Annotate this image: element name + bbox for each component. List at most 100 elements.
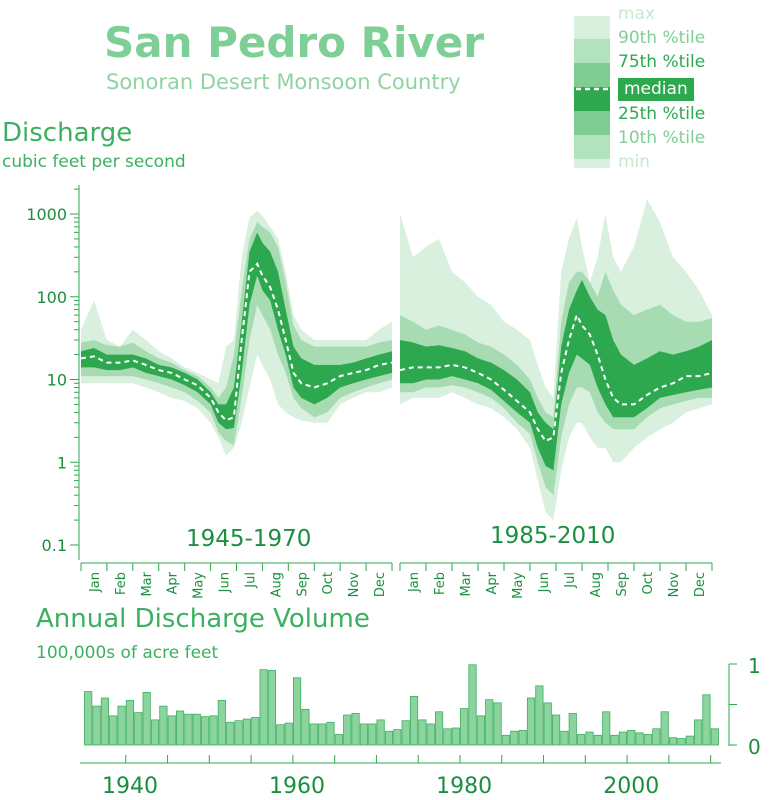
month-label-dec: Dec [693, 572, 708, 597]
volume-axes: 1940 1960 1980 2000 0 1 [80, 654, 761, 799]
volume-bar-1986 [510, 730, 519, 746]
legend-swatch-min [574, 159, 610, 168]
volume-bar-2005 [668, 737, 678, 746]
volume-bar-1964 [326, 721, 335, 746]
legend: max 90th %tile 75th %tile median 25th %t… [574, 4, 779, 172]
month-label-apr: Apr [166, 571, 181, 594]
volume-bar-1992 [560, 730, 569, 746]
volume-bar-1981 [468, 664, 477, 746]
volume-bar-1963 [318, 723, 327, 746]
month-axis: Jan Feb Mar Apr May Jun Jul Aug Sep Oct Nov Dec Jan F… [80, 562, 713, 599]
volume-bar-1971 [384, 730, 394, 746]
legend-label-p90: 90th %tile [618, 28, 706, 48]
month-label-apr: Apr [485, 571, 500, 594]
volume-bar-1949 [201, 716, 210, 746]
volume-bar-1995 [585, 731, 594, 746]
volume-bar-1993 [568, 713, 577, 746]
volume-bar-1968 [359, 723, 368, 746]
volume-bar-1935 [84, 691, 93, 746]
page-title: San Pedro River [104, 18, 484, 67]
volume-bar-1979 [451, 727, 460, 746]
volume-bar-1989 [535, 685, 544, 746]
discharge-title: Discharge [2, 118, 133, 148]
volume-bar-1939 [117, 705, 126, 746]
month-label-sep: Sep [615, 572, 630, 597]
volume-bar-1936 [92, 705, 101, 746]
volume-bar-1965 [334, 734, 343, 746]
volume-y-tick-label: 0 [748, 735, 761, 759]
volume-bar-1955 [251, 717, 260, 746]
volume-bar-1956 [259, 669, 268, 746]
volume-bar-1937 [100, 697, 109, 746]
month-label-jun: Jun [218, 572, 233, 593]
volume-bar-1973 [401, 720, 410, 746]
volume-ylabel: 100,000s of acre feet [36, 643, 219, 663]
discharge-y-tick-label: 10 [47, 371, 67, 390]
volume-bar-1991 [551, 714, 561, 746]
month-label-mar: Mar [459, 571, 474, 596]
volume-bar-1982 [476, 715, 485, 746]
legend-swatch-median [574, 87, 610, 111]
month-label-aug: Aug [269, 572, 284, 597]
volume-bar-1990 [543, 702, 552, 746]
volume-bar-1960 [292, 677, 302, 746]
volume-bar-1947 [184, 713, 193, 746]
volume-bar-1951 [217, 700, 226, 746]
median-line [399, 312, 713, 443]
month-label-jun: Jun [537, 572, 552, 593]
volume-x-tick-label: 1940 [102, 774, 158, 799]
volume-bar-1945 [167, 715, 176, 746]
volume-x-tick-label: 2000 [603, 774, 659, 799]
median-line [80, 262, 393, 422]
legend-median-label-bg [618, 78, 694, 101]
volume-bar-1967 [351, 713, 360, 746]
month-label-sep: Sep [295, 572, 310, 597]
legend-label-median: median [624, 79, 688, 99]
volume-bar-1938 [109, 715, 118, 746]
band-p75-p25 [400, 279, 712, 471]
volume-bar-1972 [393, 729, 402, 746]
volume-bar-1998 [610, 734, 619, 746]
month-label-jul: Jul [563, 572, 578, 589]
volume-bar-2009 [702, 694, 711, 746]
volume-bar-1987 [518, 730, 527, 746]
volume-bar-2007 [685, 735, 694, 746]
volume-bar-2001 [635, 732, 644, 746]
month-label-feb: Feb [433, 572, 448, 595]
volume-bar-1950 [209, 715, 218, 746]
volume-bar-1970 [376, 719, 385, 746]
volume-bar-2008 [694, 719, 703, 746]
volume-bar-1977 [435, 711, 444, 746]
month-label-oct: Oct [641, 572, 656, 594]
legend-swatch-p10 [574, 135, 610, 159]
discharge-panels [80, 199, 713, 521]
volume-bar-1953 [234, 720, 243, 746]
volume-bar-2002 [643, 734, 653, 746]
volume-x-tick-label: 1980 [436, 774, 492, 799]
volume-bar-1961 [301, 708, 310, 746]
legend-label-p75: 75th %tile [618, 52, 706, 72]
legend-swatch-p75 [574, 63, 610, 87]
volume-bar-2004 [660, 711, 669, 746]
volume-y-tick-label: 1 [748, 654, 761, 678]
discharge-ylabel: cubic feet per second [2, 152, 186, 172]
volume-bar-1962 [309, 723, 318, 746]
legend-swatch-max [574, 16, 610, 39]
volume-bar-1974 [409, 696, 419, 746]
volume-bar-2006 [677, 738, 686, 746]
volume-bar-1997 [602, 711, 611, 746]
volume-bar-1959 [284, 722, 293, 746]
month-label-mar: Mar [140, 571, 155, 596]
volume-bar-1999 [618, 731, 627, 746]
volume-bar-1996 [593, 734, 602, 746]
volume-bar-1976 [426, 723, 435, 746]
band-max-min [400, 199, 712, 521]
volume-bar-1975 [418, 719, 427, 746]
discharge-y-axis: 0.1 1 10 100 1000 [26, 185, 80, 560]
band-p90-p10 [400, 271, 712, 496]
volume-bar-1978 [443, 728, 452, 746]
volume-bar-1952 [226, 721, 235, 746]
volume-bar-2000 [627, 730, 636, 746]
month-label-nov: Nov [667, 572, 682, 598]
